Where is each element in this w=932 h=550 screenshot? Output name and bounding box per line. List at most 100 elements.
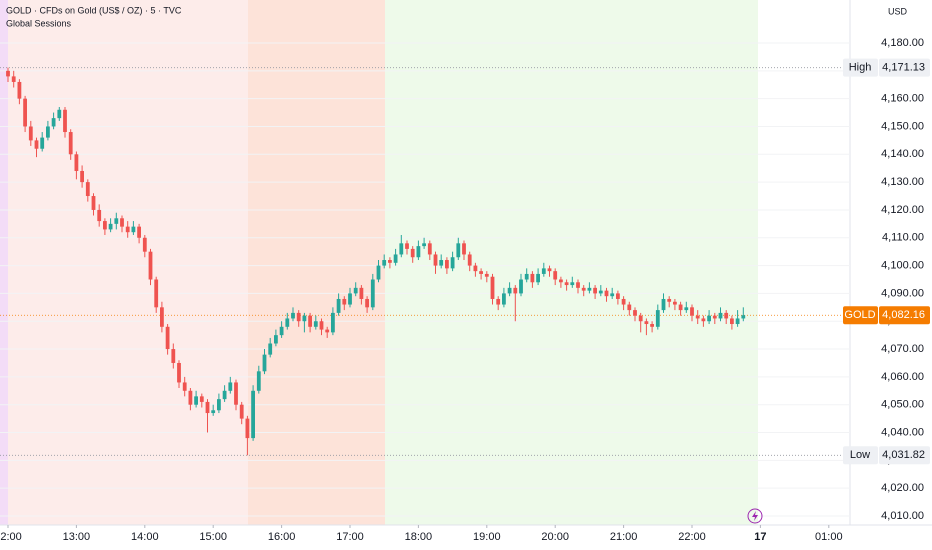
candle-body	[616, 293, 620, 299]
marker-value-box	[879, 58, 930, 77]
candle-body	[28, 126, 33, 141]
y-tick-label: 4,140.00	[881, 148, 924, 160]
candle-body	[239, 404, 244, 419]
candle-body	[365, 298, 369, 308]
y-tick-label: 4,150.00	[881, 120, 924, 132]
candle-body	[296, 312, 301, 322]
candle-body	[17, 81, 22, 99]
candle-body	[707, 315, 711, 322]
candle-body	[673, 301, 677, 305]
candle-body	[353, 287, 358, 294]
candle-body	[177, 362, 181, 383]
candle-body	[262, 354, 267, 372]
x-tick-label: 12:00	[0, 531, 22, 543]
candle-body	[627, 304, 632, 311]
candle-body	[46, 126, 50, 138]
candle-body	[194, 396, 198, 405]
candle-body	[319, 321, 324, 330]
candle-body	[650, 324, 654, 327]
candle-body	[285, 318, 290, 327]
candle-body	[325, 329, 330, 333]
marker-name-box	[843, 446, 878, 465]
candle-body	[450, 257, 455, 269]
candle-body	[382, 260, 387, 266]
candle-body	[598, 290, 603, 294]
candle-body	[502, 293, 506, 305]
candle-body	[695, 315, 700, 319]
candle-body	[473, 265, 478, 272]
candle-body	[85, 182, 90, 197]
candle-body	[456, 243, 461, 258]
candle-body	[359, 287, 364, 299]
candle-body	[97, 209, 102, 222]
indicator-name: Global Sessions	[6, 18, 72, 28]
event-icon[interactable]	[747, 508, 763, 524]
candle-body	[638, 315, 643, 322]
candle-body	[644, 321, 649, 325]
x-tick-label: 17:00	[336, 531, 364, 543]
candle-body	[484, 273, 489, 277]
candle-body	[678, 304, 683, 311]
session-band	[248, 0, 385, 525]
candle-body	[479, 271, 483, 274]
candle-body	[376, 265, 381, 280]
candle-body	[581, 287, 586, 291]
candle-body	[661, 298, 666, 311]
marker-value-box	[879, 306, 930, 325]
candle-body	[23, 98, 27, 127]
candle-body	[388, 260, 392, 263]
y-tick-label: 4,060.00	[881, 371, 924, 383]
labels: 4,010.004,020.004,030.004,040.004,050.00…	[0, 37, 930, 543]
candle-body	[701, 318, 706, 322]
candle-body	[57, 109, 62, 119]
candle-body	[519, 279, 523, 294]
candle-body	[182, 382, 187, 391]
candle-body	[530, 273, 535, 283]
marker-value: 4,171.13	[882, 62, 925, 74]
candle-body	[416, 246, 421, 258]
candle-body	[40, 137, 45, 149]
candle-body	[103, 221, 107, 230]
candle-body	[171, 349, 176, 363]
candle-body	[348, 293, 352, 305]
candle-body	[222, 390, 227, 400]
marker-value: 4,082.16	[882, 309, 925, 321]
marker-name: Low	[850, 449, 870, 461]
y-tick-label: 4,070.00	[881, 343, 924, 355]
candle-body	[547, 268, 552, 272]
x-tick-label: 22:00	[678, 531, 706, 543]
candle-body	[331, 312, 335, 333]
candle-body	[108, 223, 113, 230]
candle-body	[427, 243, 432, 255]
candle-body	[205, 401, 210, 414]
candle-body	[80, 170, 84, 183]
y-tick-label: 4,050.00	[881, 399, 924, 411]
candle-body	[120, 218, 124, 227]
candle-body	[68, 132, 73, 155]
marker-value: 4,031.82	[882, 449, 925, 461]
session-band	[0, 0, 8, 525]
candle-body	[467, 254, 472, 266]
candle-body	[587, 287, 592, 291]
candle-body	[410, 248, 415, 258]
candle-body	[633, 310, 637, 316]
event-icon-bolt	[752, 511, 758, 521]
candle-body	[308, 315, 312, 327]
candle-body	[576, 282, 580, 288]
candle-body	[422, 243, 426, 247]
candle-body	[268, 343, 273, 355]
candle-body	[148, 251, 153, 280]
x-tick-label: 14:00	[131, 531, 159, 543]
candle-body	[142, 237, 147, 252]
candle-body	[234, 382, 238, 405]
candle-body	[655, 310, 660, 327]
candle-body	[724, 312, 729, 319]
candle-body	[131, 226, 136, 233]
candle-body	[279, 326, 284, 336]
candle-body	[541, 268, 546, 274]
x-tick-label: 20:00	[541, 531, 569, 543]
y-tick-label: 4,120.00	[881, 204, 924, 216]
candle-body	[712, 315, 717, 319]
session-band	[8, 0, 248, 525]
y-tick-label: 4,160.00	[881, 93, 924, 105]
